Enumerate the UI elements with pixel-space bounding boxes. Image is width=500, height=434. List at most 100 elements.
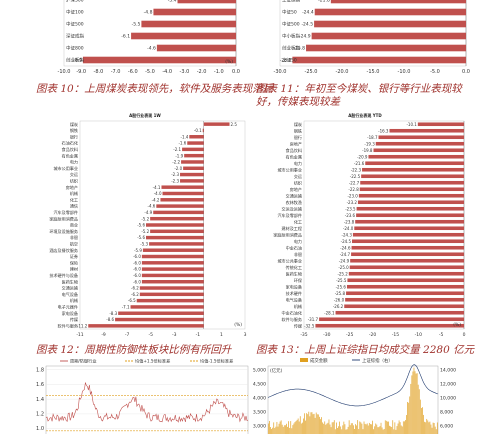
fig12b-legend-label: 均值-1.5倍标准差 — [200, 358, 233, 365]
g-fig13-category-label: 房地产 — [290, 140, 302, 146]
fig13b-turnover-bar — [373, 429, 374, 434]
g-fig12-bar — [146, 235, 204, 240]
g-fig12-value-label: -6.0 — [133, 254, 141, 259]
g-fig12-value-label: -6.2 — [131, 286, 139, 291]
fig13b-legend-label: 成交金额 — [310, 357, 328, 364]
g-fig12-value-label: -1.4 — [181, 134, 189, 139]
g-fig13-value-label: -21.6 — [354, 161, 365, 166]
g-fig12-x-tick: -1 — [196, 332, 201, 338]
g-fig12-x-tick: -7 — [125, 332, 130, 338]
fig13b-turnover-bar — [436, 422, 438, 434]
fig12b-plot-frame — [45, 365, 249, 434]
fig13b-turnover-bar — [348, 420, 350, 434]
fig13b-turnover-bar — [323, 423, 325, 434]
fig13b-turnover-bar — [275, 426, 277, 434]
g-fig13-bar — [345, 297, 464, 302]
fig13b-turnover-bar — [421, 408, 422, 434]
g-fig13-bar — [346, 291, 464, 296]
g-fig12-category-label: 食品饮料 — [62, 146, 78, 152]
fig13b-turnover-bar — [415, 373, 417, 434]
g-fig11-value-label: -24.5 — [301, 22, 313, 28]
fig13b-turnover-bar — [358, 429, 360, 434]
fig13b-turnover-bar — [342, 425, 344, 434]
fig13-turnover-chart: 5,0004,5004,0003,5003,0002,50014,00012,0… — [253, 357, 456, 434]
fig13b-turnover-bar — [304, 413, 305, 434]
g-fig13-value-label: -22.3 — [351, 167, 362, 172]
g-fig13-category-label: 煤炭 — [294, 121, 302, 127]
g-fig12-value-label: -5.2 — [141, 216, 149, 221]
g-fig13-value-label: -22.7 — [349, 180, 360, 185]
g-fig13-value-label: -23.5 — [345, 206, 356, 211]
g-fig12-category-label: 家电设备 — [62, 310, 78, 316]
fig13b-turnover-bar — [424, 421, 425, 434]
g-fig10-x-tick: 0.0 — [232, 69, 240, 75]
g-fig12-value-label: -5.6 — [137, 235, 145, 240]
fig13b-turnover-bar — [343, 421, 345, 434]
fig13b-turnover-bar — [281, 424, 283, 434]
fig13b-turnover-bar — [345, 429, 347, 434]
g-fig12-value-label: -5.2 — [141, 229, 149, 234]
g-fig13-value-label: -26.0 — [334, 297, 345, 302]
g-fig12-category-label: 航空 — [70, 241, 78, 247]
g-fig13-x-tick: 0 — [463, 332, 466, 338]
g-fig12-x-tick: -11 — [76, 332, 83, 338]
fig13b-turnover-bar — [377, 427, 379, 434]
fig13b-turnover-bar — [391, 426, 393, 434]
g-fig11-value-label: -24.4 — [302, 10, 314, 16]
fig13b-turnover-bar — [411, 375, 413, 434]
g-fig13-value-label: -10.1 — [406, 122, 417, 127]
fig13b-turnover-bar — [380, 422, 382, 434]
fig13b-turnover-bar — [409, 396, 411, 434]
fig13b-turnover-bar — [324, 421, 326, 434]
fig12b-y-tick: 1.4 — [36, 397, 44, 403]
fig13b-turnover-bar — [407, 401, 408, 434]
fig13b-turnover-bar — [376, 424, 378, 434]
fig13b-turnover-bar — [341, 429, 343, 434]
fig13b-turnover-bar — [303, 418, 304, 434]
g-fig12-bar — [162, 191, 204, 196]
g-fig12-category-label: 证券 — [70, 253, 78, 259]
g-fig11-bar — [314, 8, 466, 16]
g-fig13-bar — [375, 141, 464, 146]
g-fig13-category-label: 电力 — [294, 160, 302, 166]
fig13b-turnover-bar — [317, 414, 319, 434]
g-fig12-value-label: 2.5 — [231, 122, 238, 127]
fig13b-turnover-bar — [289, 427, 291, 434]
fig13b-turnover-bar — [297, 418, 299, 434]
fig13b-turnover-bar — [419, 399, 421, 434]
g-fig13-bar — [335, 310, 464, 315]
fig13b-y-tick-right: 6,000 — [440, 424, 453, 430]
g-fig13-bar — [417, 122, 464, 127]
g-fig12-bar — [141, 261, 204, 265]
fig13b-turnover-bar — [402, 421, 404, 434]
g-fig12-bar — [153, 210, 204, 215]
fig13b-plot-frame — [267, 365, 439, 434]
g-fig12-value-label: -6.0 — [133, 267, 141, 272]
fig13b-turnover-bar — [274, 428, 276, 434]
fig13b-turnover-bar — [393, 429, 395, 434]
fig13b-turnover-bar — [426, 418, 428, 434]
g-fig12-bar — [150, 229, 204, 234]
fig13b-turnover-bar — [422, 407, 423, 434]
fig13b-turnover-bar — [334, 429, 336, 434]
fig13b-turnover-bar — [384, 420, 386, 434]
g-fig12-value-label: -8.3 — [109, 311, 117, 316]
fig13b-turnover-bar — [387, 421, 388, 434]
g-fig13-bar — [365, 161, 464, 166]
fig12b-y-tick: 1.6 — [36, 382, 44, 388]
fig13b-turnover-bar — [359, 421, 361, 434]
fig13b-turnover-bar — [291, 428, 293, 434]
g-fig12-value-label: -7.1 — [122, 305, 130, 310]
g-fig12-value-label: -6.2 — [131, 292, 139, 297]
fig13b-turnover-bar — [435, 429, 437, 434]
g-fig13-bar — [389, 128, 464, 133]
fig13b-turnover-bar — [434, 426, 436, 434]
g-fig13-bar — [346, 284, 464, 289]
g-fig12-x-tick: 3 — [244, 332, 247, 338]
g-fig10-category-label: 中证100 — [66, 9, 84, 16]
fig13b-turnover-bar — [381, 427, 383, 434]
g-fig12-value-label: -8.6 — [106, 317, 114, 322]
g-fig12-bar — [130, 305, 204, 309]
g-fig10-category-label: 创业板指 — [66, 57, 84, 64]
g-fig13-bar — [352, 232, 464, 237]
